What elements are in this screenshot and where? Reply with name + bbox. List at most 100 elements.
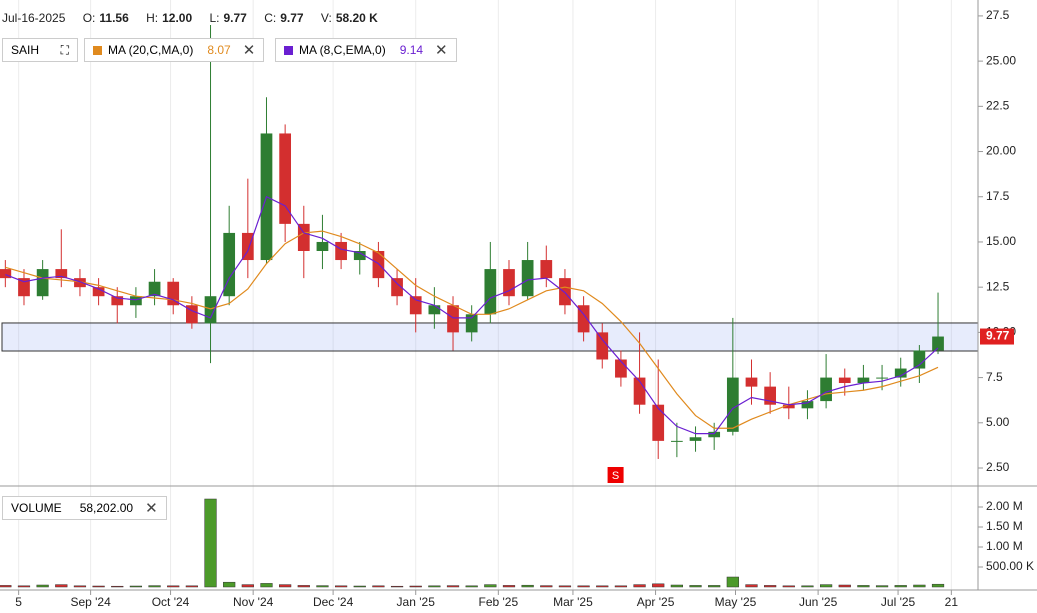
y-tick-label: 22.5 [986, 99, 1010, 113]
candle-body [372, 250, 385, 279]
low-value: 9.77 [223, 11, 247, 25]
remove-icon[interactable]: ✕ [242, 42, 256, 59]
volume-bar [801, 585, 814, 588]
volume-bar [55, 584, 68, 588]
y-tick-label: 12.5 [986, 279, 1010, 293]
x-tick-label: 21 [945, 595, 959, 609]
candle-body [55, 269, 68, 279]
symbol-box[interactable]: SAIH ⛶ [2, 38, 78, 62]
volume-value: 58,202.00 [79, 501, 134, 515]
x-tick-label: Jun '25 [799, 595, 838, 609]
volume-bar [726, 576, 739, 588]
high-label: H: [146, 11, 159, 25]
volume-bar [838, 584, 851, 588]
volume-bar [558, 585, 572, 588]
open-label: O: [82, 11, 96, 25]
candle-body [932, 336, 944, 351]
candle-body [167, 281, 180, 306]
ema8-legend[interactable]: MA (8,C,EMA,0) 9.14 ✕ [275, 38, 457, 62]
candle-body [596, 332, 609, 360]
candle-body [577, 305, 590, 333]
ma20-legend[interactable]: MA (20,C,MA,0) 8.07 ✕ [84, 38, 265, 62]
header-date: Jul-16-2025 [2, 11, 66, 25]
volume-bar [148, 585, 161, 588]
remove-icon[interactable]: ✕ [435, 42, 448, 59]
candle-body [391, 278, 403, 297]
volume-title: VOLUME [11, 501, 62, 515]
candle-body [801, 401, 814, 409]
volume-bar [894, 585, 907, 588]
volume-bar [316, 585, 329, 588]
legend-swatch [93, 45, 102, 55]
candle-body [409, 296, 422, 315]
x-tick-label: Feb '25 [478, 595, 518, 609]
remove-icon[interactable]: ✕ [145, 500, 158, 517]
y-tick-label: 2.00 M [986, 499, 1023, 513]
candle-body [111, 296, 124, 306]
y-tick-label: 27.5 [986, 8, 1010, 22]
candle-body [335, 241, 347, 261]
signal-marker [607, 467, 624, 483]
candle-body [633, 377, 646, 405]
volume-bar [764, 585, 777, 588]
volume-bar [428, 585, 441, 588]
x-tick-label: 5 [15, 595, 22, 609]
volume-label: V: [320, 11, 332, 25]
low-label: L: [209, 11, 220, 25]
volume-bar [875, 585, 889, 588]
header-high: H: 12.00 [146, 11, 192, 25]
candle-body [428, 305, 441, 315]
x-tick-label: Nov '24 [233, 595, 274, 609]
expand-icon[interactable]: ⛶ [60, 42, 69, 57]
volume-legend[interactable]: VOLUME 58,202.00 ✕ [2, 496, 167, 520]
volume-bar [73, 585, 87, 588]
volume-bar [185, 585, 198, 588]
volume-bar [0, 585, 12, 588]
volume-bar [652, 583, 665, 588]
candle-body [484, 269, 497, 315]
candle-body [745, 377, 758, 387]
candle-body [353, 250, 366, 261]
y-tick-label: 17.5 [986, 189, 1010, 203]
header-close: C: 9.77 [264, 11, 303, 25]
candle-body [297, 223, 310, 251]
x-tick-label: Mar '25 [553, 595, 593, 609]
candle-body [223, 232, 236, 297]
header-volume: V: 58.20 K [321, 11, 378, 25]
volume-bar [745, 584, 758, 588]
candle-body [316, 241, 329, 251]
candle-body [764, 386, 777, 405]
y-tick-label: 1.50 M [986, 519, 1023, 533]
candle-body [279, 133, 292, 224]
header-open: O: 11.56 [83, 11, 129, 25]
volume-bar [502, 585, 516, 588]
volume-bar [353, 585, 366, 588]
volume-bar [782, 585, 795, 588]
candle-body [876, 377, 888, 379]
open-value: 11.56 [99, 11, 129, 25]
volume-bar [596, 585, 609, 588]
volume-bar [241, 584, 254, 588]
close-label: C: [264, 11, 277, 25]
volume-bar [279, 584, 292, 588]
x-tick-label: Apr '25 [637, 595, 675, 609]
last-price-label: 9.77 [986, 329, 1010, 343]
candle-body [521, 260, 534, 297]
ma-line [5, 230, 939, 429]
candle-body [726, 377, 739, 432]
symbol: SAIH [11, 43, 40, 57]
legend-value: 8.07 [207, 43, 231, 57]
candle-body [708, 431, 721, 438]
volume-bar [614, 585, 628, 588]
last-price-badge [980, 328, 1014, 345]
volume-bar [521, 584, 534, 588]
y-tick-label: 15.00 [986, 234, 1016, 248]
candle-body [782, 404, 795, 409]
candle-body [148, 281, 161, 297]
volume-bar [167, 585, 180, 588]
volume-bar [931, 583, 945, 588]
x-tick-label: Oct '24 [152, 595, 190, 609]
x-tick-label: Jan '25 [397, 595, 436, 609]
candle-body [857, 377, 870, 384]
